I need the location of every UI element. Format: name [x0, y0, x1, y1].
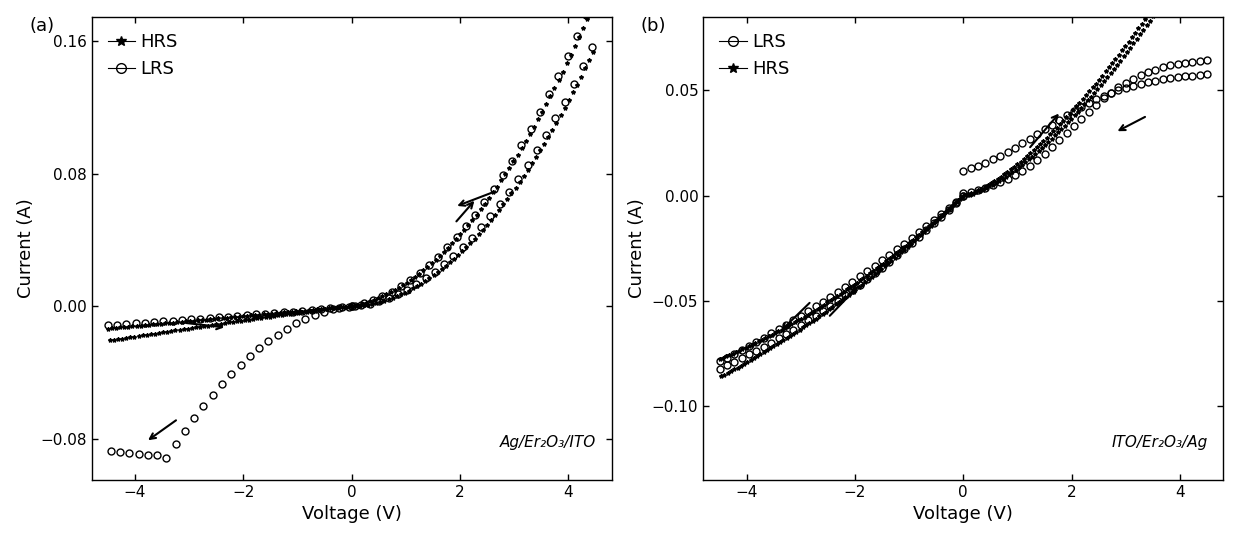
Legend: LRS, HRS: LRS, HRS	[712, 26, 796, 85]
X-axis label: Voltage (V): Voltage (V)	[301, 505, 402, 523]
Text: Ag/Er₂O₃/ITO: Ag/Er₂O₃/ITO	[500, 435, 596, 450]
Y-axis label: Current (A): Current (A)	[629, 198, 646, 298]
X-axis label: Voltage (V): Voltage (V)	[914, 505, 1013, 523]
Text: (b): (b)	[641, 17, 666, 35]
Y-axis label: Current (A): Current (A)	[16, 198, 35, 298]
Text: ITO/Er₂O₃/Ag: ITO/Er₂O₃/Ag	[1111, 435, 1208, 450]
Legend: HRS, LRS: HRS, LRS	[100, 26, 185, 85]
Text: (a): (a)	[30, 17, 55, 35]
